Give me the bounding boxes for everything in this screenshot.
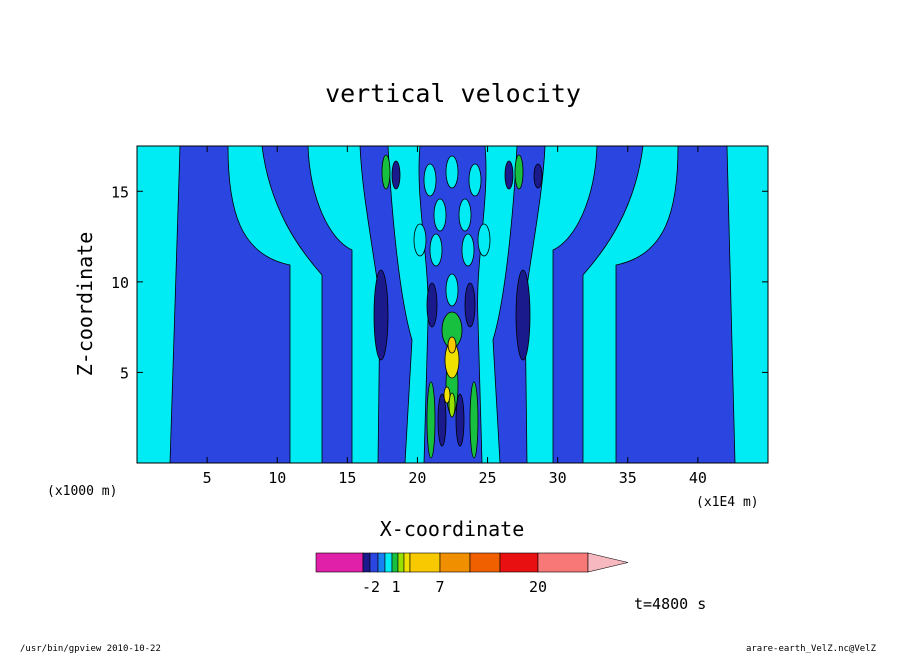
updraft-cell <box>423 163 437 197</box>
y-tick-label: 10 <box>111 274 129 292</box>
updraft-cell <box>429 233 443 267</box>
updraft-cell <box>468 163 482 197</box>
chart-title: vertical velocity <box>325 79 581 108</box>
colorbar-label: 20 <box>529 578 547 596</box>
y-tick-label: 5 <box>120 364 129 382</box>
colorbar-segment <box>377 552 386 573</box>
colorbar-segment <box>369 552 379 573</box>
colorbar-label: 1 <box>391 578 400 596</box>
x-tick-label: 35 <box>619 469 637 487</box>
colorbar-segment <box>469 552 501 573</box>
footer-left: /usr/bin/gpview 2010-10-22 <box>20 644 161 654</box>
updraft-cell <box>445 155 459 189</box>
x-tick-label: 40 <box>689 469 707 487</box>
updraft-cell <box>445 273 459 307</box>
colorbar-label: -2 <box>362 578 380 596</box>
strong-downdraft-cell <box>437 393 447 447</box>
colorbar-segment <box>391 552 399 573</box>
strong-downdraft-cell <box>373 269 389 361</box>
updraft-cell <box>381 154 391 190</box>
x-tick-label: 30 <box>549 469 567 487</box>
colorbar: -2 1 7 20 <box>315 552 629 596</box>
plot-area: 5 10 15 20 25 30 35 40 5 10 15 <box>111 145 769 487</box>
x-axis: 5 10 15 20 25 30 35 40 <box>203 146 707 487</box>
plot-frame <box>136 145 769 464</box>
updraft-cell <box>477 223 491 257</box>
colorbar-segment <box>397 552 405 573</box>
x-tick-label: 15 <box>338 469 356 487</box>
colorbar-segment <box>537 552 589 573</box>
updraft-cell <box>458 198 472 232</box>
x-tick-label: 20 <box>408 469 426 487</box>
updraft-cell <box>461 233 475 267</box>
updraft-cell <box>514 154 524 190</box>
colorbar-segment <box>403 552 411 573</box>
downdraft-band <box>552 146 644 463</box>
x-axis-label: X-coordinate <box>380 517 525 541</box>
colorbar-segment <box>439 552 471 573</box>
y-axis: 5 10 15 <box>111 183 768 382</box>
velocity-field <box>137 146 768 463</box>
downdraft-band <box>615 146 736 463</box>
strong-downdraft-cell <box>464 282 476 328</box>
colorbar-segment <box>499 552 539 573</box>
colorbar-segment <box>384 552 393 573</box>
updraft-core <box>448 392 456 418</box>
updraft-core <box>447 336 457 354</box>
updraft-core <box>443 386 451 404</box>
y-axis-label: Z-coordinate <box>73 232 97 377</box>
updraft-cell <box>413 223 427 257</box>
strong-downdraft-cell <box>426 282 438 328</box>
updraft-cell <box>469 381 479 459</box>
updraft-cell <box>433 198 447 232</box>
colorbar-segment <box>362 552 371 573</box>
colorbar-segment <box>315 552 364 573</box>
x-unit-right: (x1E4 m) <box>696 495 759 510</box>
colorbar-label: 7 <box>435 578 444 596</box>
y-tick-label: 15 <box>111 183 129 201</box>
strong-downdraft-cell <box>515 269 531 361</box>
x-unit-left: (x1000 m) <box>47 484 117 499</box>
strong-downdraft-cell <box>504 160 514 190</box>
x-tick-label: 10 <box>268 469 286 487</box>
updraft-cell <box>426 381 436 459</box>
x-tick-label: 5 <box>203 469 212 487</box>
time-label: t=4800 s <box>634 595 706 613</box>
strong-downdraft-cell <box>455 393 465 447</box>
colorbar-segment <box>409 552 441 573</box>
downdraft-band <box>169 146 291 463</box>
downdraft-band <box>261 146 353 463</box>
footer-right: arare-earth_VelZ.nc@VelZ <box>746 644 877 654</box>
x-tick-label: 25 <box>479 469 497 487</box>
strong-downdraft-cell <box>391 160 401 190</box>
strong-downdraft-cell <box>533 163 543 189</box>
colorbar-arrow <box>587 552 629 573</box>
